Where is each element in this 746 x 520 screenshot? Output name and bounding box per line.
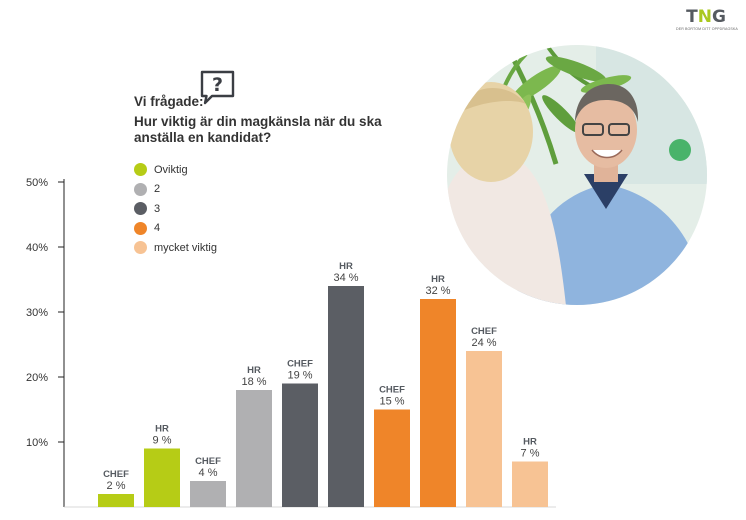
legend-swatch xyxy=(134,221,147,235)
logo-tagline: DER BORTOM DITT OPPDRAGSKA xyxy=(676,27,738,31)
bar-hr xyxy=(512,461,548,507)
legend-label: Oviktig xyxy=(154,163,188,176)
bar-group-label: HR xyxy=(155,424,169,435)
tng-logo: TNG DER BORTOM DITT OPPDRAGSKA xyxy=(676,8,738,31)
legend-label: mycket viktig xyxy=(154,241,217,254)
bar-group-label: CHEF xyxy=(103,469,129,480)
bar-value-label: 2 % xyxy=(107,480,126,492)
legend-label: 4 xyxy=(154,222,161,235)
y-tick-label: 40% xyxy=(26,242,48,254)
legend-swatch xyxy=(134,241,147,255)
legend-swatch xyxy=(134,182,147,196)
bar-group-label: HR xyxy=(431,274,445,285)
bar-group-label: CHEF xyxy=(379,385,405,396)
logo-letter-g: G xyxy=(711,7,726,27)
legend-label: 2 xyxy=(154,183,161,196)
chart-legend: Oviktig 2 3 4 mycket viktig xyxy=(134,160,217,258)
bar-hr xyxy=(328,286,364,507)
y-tick-label: 10% xyxy=(26,437,48,449)
legend-item: 4 xyxy=(134,219,217,239)
question-text: Hur viktig är din magkänsla när du ska a… xyxy=(134,114,382,145)
bar-value-label: 15 % xyxy=(379,396,404,408)
bar-group-label: HR xyxy=(523,437,537,448)
legend-item: 3 xyxy=(134,199,217,219)
bar-group-label: HR xyxy=(247,365,261,376)
legend-item: 2 xyxy=(134,180,217,200)
y-tick-label: 20% xyxy=(26,372,48,384)
bar-chef xyxy=(374,409,410,507)
y-tick-label: 30% xyxy=(26,307,48,319)
bar-value-label: 24 % xyxy=(471,337,496,349)
logo-letter-t: T xyxy=(686,7,698,27)
bar-hr xyxy=(420,299,456,507)
bar-chef xyxy=(466,351,502,507)
bar-group-label: CHEF xyxy=(471,326,497,337)
legend-swatch xyxy=(134,163,147,177)
interview-photo xyxy=(447,45,707,305)
bar-hr xyxy=(144,448,180,507)
bar-chef xyxy=(98,494,134,507)
bar-group-label: HR xyxy=(339,261,353,272)
logo-mark: TNG xyxy=(676,8,736,26)
bar-value-label: 19 % xyxy=(287,370,312,382)
bar-value-label: 9 % xyxy=(153,435,172,447)
bar-value-label: 7 % xyxy=(521,448,540,460)
speech-bubble-question-icon: ? xyxy=(200,70,235,105)
bar-value-label: 32 % xyxy=(425,285,450,297)
bar-value-label: 34 % xyxy=(333,272,358,284)
legend-item: Oviktig xyxy=(134,160,217,180)
question-heading: Vi frågade: xyxy=(134,94,204,109)
y-tick-label: 50% xyxy=(26,177,48,189)
bar-chef xyxy=(282,383,318,507)
legend-swatch xyxy=(134,202,147,216)
logo-letter-n: N xyxy=(697,7,712,27)
bar-chef xyxy=(190,481,226,507)
bar-group-label: CHEF xyxy=(195,456,221,467)
legend-item: mycket viktig xyxy=(134,238,217,258)
bar-group-label: CHEF xyxy=(287,359,313,370)
legend-label: 3 xyxy=(154,202,161,215)
bar-value-label: 18 % xyxy=(241,376,266,388)
bar-value-label: 4 % xyxy=(199,467,218,479)
bar-hr xyxy=(236,390,272,507)
svg-text:?: ? xyxy=(212,74,223,96)
